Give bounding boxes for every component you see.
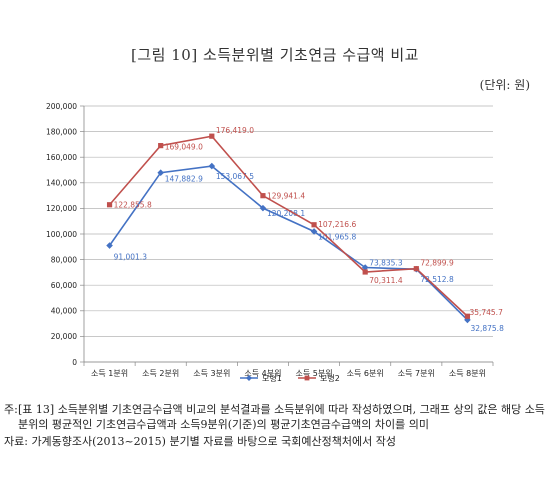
data-point [209, 133, 215, 139]
y-tick-label: 200,000 [46, 102, 77, 111]
plot-frame [84, 105, 493, 363]
x-axis: 소득 1분위 소득 2분위 소득 3분위 소득 4분위 소득 5분위 소득 6분위 소득 7… [83, 361, 494, 378]
x-tick-label: 소득 7분위 [398, 369, 435, 378]
x-tick-label: 소득 5분위 [296, 369, 333, 378]
data-label: 70,311.4 [369, 276, 403, 285]
data-label: 147,882.9 [165, 175, 203, 184]
series-layer: 91,001.3 147,882.9 153,067.5 120,208.1 101,9… [106, 126, 504, 333]
note: 주: [표 13] 소득분위별 기초연금수급액 비교의 분석결과를 소득분위에 … [4, 402, 546, 432]
y-tick-label: 100,000 [46, 230, 77, 239]
chart-title: [그림 10] 소득분위별 기초연금 수급액 비교 [131, 46, 419, 64]
data-point [208, 162, 216, 170]
y-tick-label: 0 [72, 358, 77, 367]
series-line [108, 135, 468, 317]
data-point [362, 269, 368, 275]
x-tick-label: 소득 8분위 [449, 369, 486, 378]
data-label: 101,965.8 [318, 232, 356, 241]
y-tick-label: 20,000 [51, 332, 77, 341]
data-label: 176,419.0 [216, 126, 254, 135]
series-2: 122,855.8 169,049.0 176,419.0 129,941.4 107,… [106, 126, 503, 319]
y-tick-label: 160,000 [46, 153, 77, 162]
series-line [108, 165, 469, 321]
legend-item-2: 모형2 [298, 374, 340, 383]
data-label: 35,745.7 [469, 308, 503, 317]
data-point [106, 242, 113, 249]
data-point [464, 313, 471, 319]
data-label: 72,899.9 [420, 259, 454, 268]
data-label: 73,835.3 [369, 258, 403, 267]
y-tick-label: 40,000 [51, 307, 77, 316]
x-tick-label: 소득 4분위 [244, 369, 281, 378]
data-point [259, 204, 267, 212]
x-tick-label: 소득 6분위 [347, 369, 384, 378]
y-axis: 0 20,000 40,000 60,000 80,000 100,000 120,000 1… [46, 102, 85, 367]
data-label: 107,216.6 [318, 220, 356, 229]
note-mark: 주: [4, 403, 18, 416]
y-tick-label: 120,000 [46, 204, 77, 213]
data-label: 153,067.5 [216, 172, 254, 181]
legend: 모형1 모형2 [240, 374, 340, 383]
data-label: 32,875.8 [470, 324, 504, 333]
data-point [158, 143, 164, 149]
data-label: 129,941.4 [267, 192, 305, 201]
legend-label: 모형1 [262, 374, 282, 383]
line-chart: 0 20,000 40,000 60,000 80,000 100,000 120,000 1… [46, 102, 504, 383]
y-tick-label: 80,000 [51, 255, 77, 264]
data-label: 169,049.0 [165, 143, 203, 152]
x-tick-label: 소득 2분위 [142, 369, 179, 378]
x-tick-label: 소득 1분위 [91, 369, 128, 378]
legend-marker [246, 375, 252, 381]
data-point [413, 266, 419, 272]
data-point [260, 193, 266, 199]
data-label: 120,208.1 [267, 209, 305, 218]
y-tick-label: 60,000 [51, 281, 77, 290]
data-point [106, 202, 113, 208]
source-note: 자료: 가계동향조사(2013~2015) 분기별 자료를 바탕으로 국회예산정… [4, 435, 396, 448]
legend-label: 모형2 [320, 374, 340, 383]
legend-marker [304, 375, 310, 381]
data-point [311, 222, 317, 228]
series-1: 91,001.3 147,882.9 153,067.5 120,208.1 101,9… [106, 162, 504, 333]
data-point [157, 169, 164, 177]
data-label: 72,512.8 [420, 275, 454, 284]
y-tick-label: 180,000 [46, 127, 77, 136]
x-tick-label: 소득 3분위 [193, 369, 230, 378]
legend-item-1: 모형1 [240, 374, 282, 383]
note-text: [표 13] 소득분위별 기초연금수급액 비교의 분석결과를 소득분위에 따라 … [18, 403, 545, 431]
y-tick-label: 140,000 [46, 179, 77, 188]
data-label: 122,855.8 [114, 201, 152, 210]
notes: 주: [표 13] 소득분위별 기초연금수급액 비교의 분석결과를 소득분위에 … [4, 402, 546, 449]
unit-label: (단위: 원) [479, 78, 530, 92]
data-label: 91,001.3 [114, 253, 148, 262]
data-point [361, 264, 369, 271]
data-point [310, 228, 318, 235]
